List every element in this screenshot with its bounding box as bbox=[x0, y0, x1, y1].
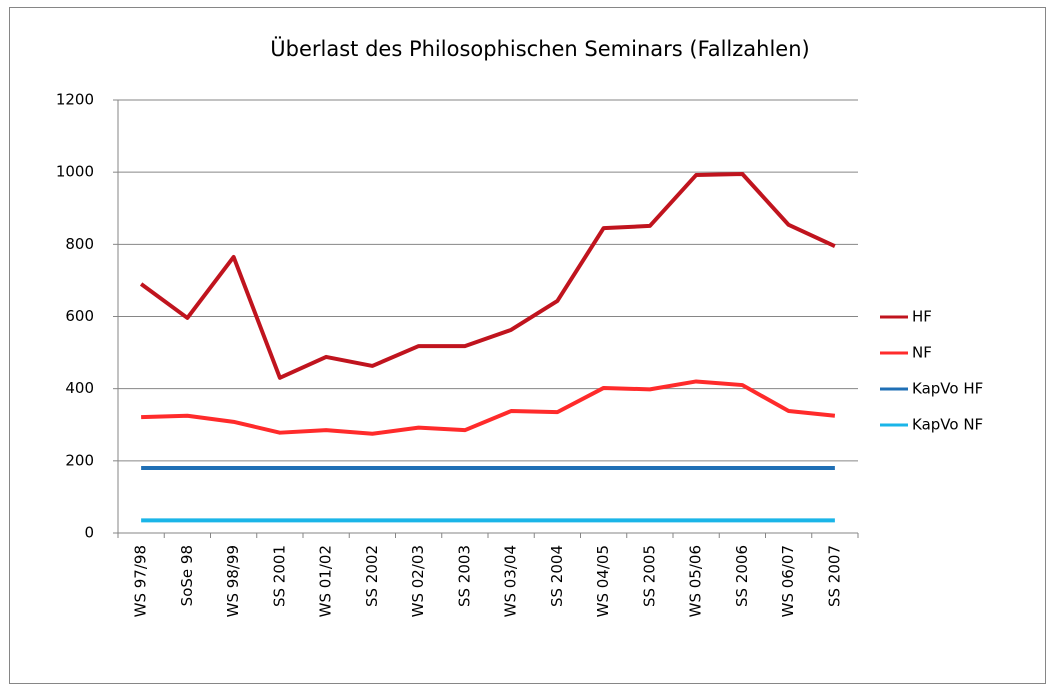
x-tick-label: WS 97/98 bbox=[132, 545, 150, 617]
x-tick-label: SoSe 98 bbox=[178, 545, 196, 606]
y-tick-label: 0 bbox=[84, 524, 94, 542]
chart-title: Überlast des Philosophischen Seminars (F… bbox=[270, 36, 809, 61]
x-tick-label: WS 98/99 bbox=[224, 545, 242, 617]
x-tick-label: SS 2006 bbox=[733, 545, 751, 607]
x-tick-label: WS 01/02 bbox=[317, 545, 335, 617]
x-tick-label: SS 2002 bbox=[363, 545, 381, 607]
x-tick-label: SS 2005 bbox=[640, 545, 658, 607]
x-tick-label: SS 2004 bbox=[548, 545, 566, 607]
legend-label: HF bbox=[912, 308, 932, 326]
legend-label: NF bbox=[912, 344, 932, 362]
y-tick-label: 400 bbox=[65, 379, 94, 397]
x-tick-label: WS 04/05 bbox=[594, 545, 612, 617]
y-tick-label: 600 bbox=[65, 307, 94, 325]
y-tick-label: 200 bbox=[65, 451, 94, 469]
y-tick-label: 1200 bbox=[56, 91, 94, 109]
x-tick-label: WS 05/06 bbox=[687, 545, 705, 617]
x-tick-label: WS 02/03 bbox=[409, 545, 427, 617]
x-tick-label: SS 2003 bbox=[455, 545, 473, 607]
x-tick-label: WS 06/07 bbox=[779, 545, 797, 617]
legend-label: KapVo HF bbox=[912, 380, 983, 398]
x-tick-label: WS 03/04 bbox=[502, 545, 520, 617]
chart-frame bbox=[9, 7, 1046, 684]
y-tick-label: 1000 bbox=[56, 163, 94, 181]
x-tick-label: SS 2001 bbox=[270, 545, 288, 607]
legend-label: KapVo NF bbox=[912, 416, 983, 434]
y-tick-label: 800 bbox=[65, 235, 94, 253]
series-line bbox=[141, 379, 836, 436]
x-tick-label: SS 2007 bbox=[825, 545, 843, 607]
series-line bbox=[139, 171, 836, 380]
